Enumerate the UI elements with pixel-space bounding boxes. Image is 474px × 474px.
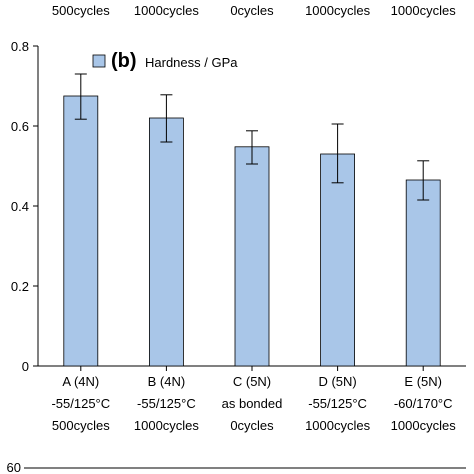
bar — [234, 146, 270, 367]
x-category-label-line1: A (4N) — [62, 374, 99, 389]
bar — [63, 95, 99, 367]
x-category-label-line2: -55/125°C — [51, 396, 110, 411]
x-category-label-line2: -60/170°C — [394, 396, 453, 411]
x-category-label-line3: 500cycles — [52, 418, 110, 433]
next-panel-tick-label: 60 — [7, 460, 21, 474]
x-category-label-line1: D (5N) — [318, 374, 356, 389]
x-category-label-line1: E (5N) — [404, 374, 442, 389]
x-category-label-line1: B (4N) — [148, 374, 186, 389]
y-tick-label: 0.6 — [11, 119, 29, 134]
legend: (b) Hardness / GPa — [92, 50, 238, 72]
top-cropped-label: 1000cycles — [305, 3, 371, 18]
x-category-label-line3: 1000cycles — [391, 418, 457, 433]
y-tick-label: 0.2 — [11, 279, 29, 294]
x-category-label-line2: -55/125°C — [308, 396, 367, 411]
bar — [405, 179, 441, 367]
top-cropped-label: 0cycles — [230, 3, 274, 18]
bar — [320, 153, 356, 367]
bar — [148, 117, 184, 367]
legend-swatch — [92, 54, 106, 68]
x-category-label-line2: as bonded — [222, 396, 283, 411]
x-category-label-line3: 1000cycles — [305, 418, 371, 433]
y-tick-label: 0.4 — [11, 199, 29, 214]
panel-label: (b) — [111, 50, 137, 72]
x-category-label-line3: 0cycles — [230, 418, 274, 433]
top-cropped-label: 1000cycles — [391, 3, 457, 18]
x-category-label-line2: -55/125°C — [137, 396, 196, 411]
x-category-label-line1: C (5N) — [233, 374, 271, 389]
top-cropped-labels: 500cycles 1000cycles 0cycles 1000cycles 1000… — [52, 3, 456, 18]
error-bars — [74, 73, 430, 201]
x-category-labels: A (4N) -55/125°C 500cycles B (4N) -55/125°C 1… — [51, 366, 456, 433]
top-cropped-label: 500cycles — [52, 3, 110, 18]
x-category-label-line3: 1000cycles — [134, 418, 200, 433]
y-tick-label: 0 — [22, 359, 29, 374]
y-ticks: 0 0.2 0.4 0.6 0.8 — [11, 39, 38, 374]
bars — [63, 95, 441, 367]
next-panel-fragment: 60 — [7, 460, 466, 474]
legend-series-label: Hardness / GPa — [145, 55, 238, 70]
y-tick-label: 0.8 — [11, 39, 29, 54]
top-cropped-label: 1000cycles — [134, 3, 200, 18]
